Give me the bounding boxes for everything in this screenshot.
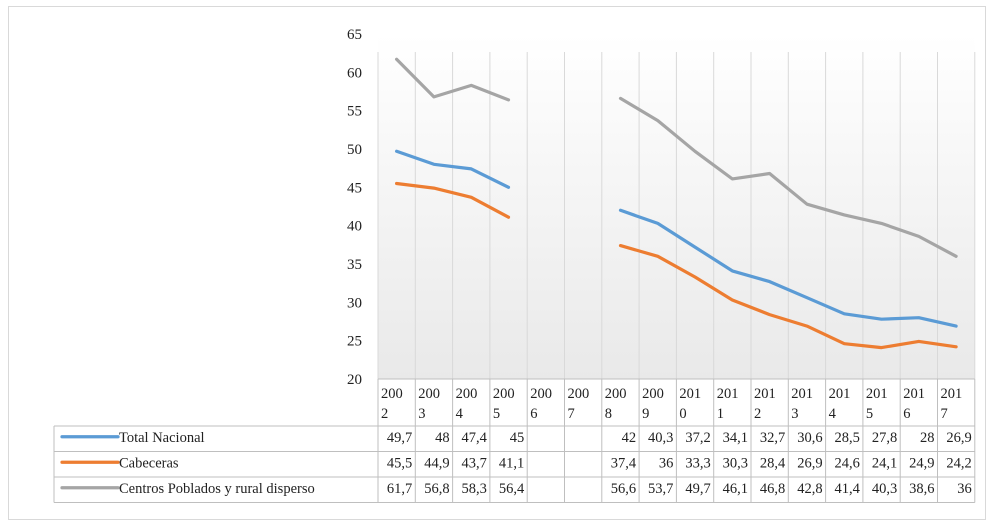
data-label: 49,7 bbox=[387, 430, 412, 446]
x-tick-label: 7 bbox=[568, 406, 575, 422]
data-table: 200 2 200 3 200 4 200 5 200 6 200 7 200 8 200 9 201 0 201 1… bbox=[53, 378, 976, 503]
data-label: 44,9 bbox=[424, 455, 449, 471]
data-label: 58,3 bbox=[462, 481, 487, 497]
data-label: 24,1 bbox=[872, 455, 897, 471]
x-tick-label: 201 bbox=[941, 386, 963, 402]
data-label: 26,9 bbox=[946, 430, 971, 446]
x-tick-label: 201 bbox=[754, 386, 776, 402]
data-label: 26,9 bbox=[797, 455, 822, 471]
data-label: 42 bbox=[622, 430, 637, 446]
x-tick-label: 200 bbox=[642, 386, 664, 402]
x-tick-label: 200 bbox=[493, 386, 515, 402]
y-tick-label: 55 bbox=[347, 104, 362, 120]
data-label: 56,4 bbox=[499, 481, 525, 497]
series-line bbox=[395, 57, 511, 102]
data-label: 34,1 bbox=[723, 430, 748, 446]
data-label: 49,7 bbox=[685, 481, 710, 497]
x-tick-label: 201 bbox=[679, 386, 701, 402]
x-tick-label: 9 bbox=[642, 406, 649, 422]
y-axis-tick-labels: 20 25 30 35 40 45 50 55 60 65 bbox=[347, 27, 362, 388]
x-tick-label: 1 bbox=[717, 406, 724, 422]
series-line bbox=[395, 149, 511, 189]
data-label: 46,8 bbox=[760, 481, 785, 497]
data-label: 40,3 bbox=[872, 481, 897, 497]
legend-label: Cabeceras bbox=[119, 455, 179, 471]
data-label: 40,3 bbox=[648, 430, 673, 446]
data-label: 33,3 bbox=[685, 455, 710, 471]
y-tick-label: 20 bbox=[347, 372, 362, 388]
x-tick-label: 6 bbox=[903, 406, 910, 422]
x-tick-label: 201 bbox=[717, 386, 739, 402]
x-tick-label: 200 bbox=[381, 386, 403, 402]
y-tick-label: 35 bbox=[347, 257, 362, 273]
data-label: 30,6 bbox=[797, 430, 822, 446]
x-tick-label: 4 bbox=[456, 406, 464, 422]
y-tick-label: 25 bbox=[347, 334, 362, 350]
data-label: 45,5 bbox=[387, 455, 412, 471]
data-label: 48 bbox=[435, 430, 450, 446]
vertical-gridlines bbox=[377, 52, 976, 379]
data-label: 36 bbox=[659, 455, 674, 471]
x-tick-label: 200 bbox=[530, 386, 552, 402]
x-tick-label: 200 bbox=[456, 386, 478, 402]
data-label: 28 bbox=[920, 430, 935, 446]
x-tick-label: 2 bbox=[754, 406, 761, 422]
data-label: 61,7 bbox=[387, 481, 412, 497]
data-label: 56,8 bbox=[424, 481, 449, 497]
series-line bbox=[618, 208, 958, 328]
data-label: 36 bbox=[957, 481, 972, 497]
x-tick-label: 0 bbox=[679, 406, 686, 422]
data-label: 27,8 bbox=[872, 430, 897, 446]
data-label: 42,8 bbox=[797, 481, 822, 497]
series-lines bbox=[395, 57, 958, 350]
x-tick-label: 201 bbox=[866, 386, 888, 402]
x-tick-label: 201 bbox=[829, 386, 851, 402]
series-line bbox=[395, 181, 511, 219]
series-line bbox=[618, 96, 958, 258]
y-tick-label: 60 bbox=[347, 65, 362, 81]
x-tick-label: 200 bbox=[605, 386, 627, 402]
data-label: 46,1 bbox=[723, 481, 748, 497]
x-tick-label: 200 bbox=[418, 386, 440, 402]
data-label: 53,7 bbox=[648, 481, 673, 497]
chart-frame bbox=[8, 6, 986, 520]
y-tick-label: 45 bbox=[347, 180, 362, 196]
data-label: 41,4 bbox=[835, 481, 861, 497]
series-line bbox=[618, 244, 958, 350]
data-label: 38,6 bbox=[909, 481, 934, 497]
x-tick-label: 2 bbox=[381, 406, 388, 422]
legend-label: Centros Poblados y rural disperso bbox=[119, 481, 315, 497]
y-tick-label: 40 bbox=[347, 219, 362, 235]
x-tick-label: 201 bbox=[903, 386, 925, 402]
data-label: 37,2 bbox=[685, 430, 710, 446]
data-label: 28,4 bbox=[760, 455, 786, 471]
x-tick-label: 6 bbox=[530, 406, 537, 422]
data-label: 24,2 bbox=[946, 455, 971, 471]
data-label: 37,4 bbox=[611, 455, 637, 471]
data-label: 43,7 bbox=[462, 455, 487, 471]
x-tick-label: 5 bbox=[493, 406, 500, 422]
data-label: 45 bbox=[510, 430, 525, 446]
x-tick-label: 7 bbox=[941, 406, 948, 422]
y-tick-label: 65 bbox=[347, 27, 362, 43]
x-tick-label: 3 bbox=[418, 406, 425, 422]
x-tick-label: 201 bbox=[791, 386, 813, 402]
x-tick-label: 4 bbox=[829, 406, 837, 422]
y-tick-label: 30 bbox=[347, 295, 362, 311]
data-label: 41,1 bbox=[499, 455, 524, 471]
data-label: 32,7 bbox=[760, 430, 785, 446]
x-tick-label: 5 bbox=[866, 406, 873, 422]
x-tick-label: 200 bbox=[568, 386, 590, 402]
data-label: 28,5 bbox=[835, 430, 860, 446]
legend-label: Total Nacional bbox=[119, 430, 205, 446]
data-label: 47,4 bbox=[462, 430, 488, 446]
data-label: 30,3 bbox=[723, 455, 748, 471]
data-label: 24,6 bbox=[835, 455, 860, 471]
x-tick-label: 3 bbox=[791, 406, 798, 422]
data-label: 24,9 bbox=[909, 455, 934, 471]
data-label: 56,6 bbox=[611, 481, 636, 497]
x-tick-label: 8 bbox=[605, 406, 612, 422]
y-tick-label: 50 bbox=[347, 142, 362, 158]
